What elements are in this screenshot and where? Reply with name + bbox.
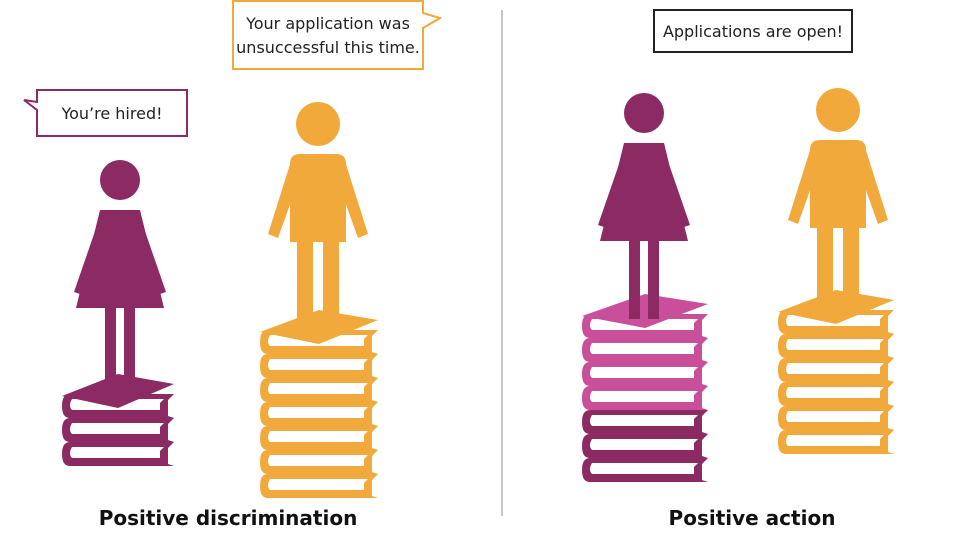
man-figure — [788, 88, 888, 310]
book-pages — [786, 387, 884, 398]
book-pages — [786, 339, 884, 350]
book-pages — [590, 367, 698, 378]
man-figure — [268, 102, 368, 324]
book-pages — [786, 363, 884, 374]
book-pages — [590, 343, 698, 354]
panel-caption: Positive discrimination — [99, 506, 358, 530]
book-pages — [590, 415, 698, 426]
book-stacks — [62, 290, 894, 498]
book-pages — [268, 479, 368, 490]
book-pages — [268, 455, 368, 466]
book-pages — [268, 431, 368, 442]
bubble-text: Applications are open! — [663, 22, 843, 41]
book-cover — [582, 294, 708, 328]
book-pages — [268, 407, 368, 418]
book-pages — [70, 447, 164, 458]
book-pages — [590, 463, 698, 474]
book-pages — [268, 383, 368, 394]
book-cover — [778, 290, 894, 324]
bubble-text: unsuccessful this time. — [236, 38, 420, 57]
book-pages — [70, 423, 164, 434]
book-pages — [786, 411, 884, 422]
speech-bubble: You’re hired! — [23, 89, 188, 137]
woman-figure — [74, 160, 166, 386]
book-cover — [62, 374, 174, 408]
notice-box: Applications are open! — [653, 9, 853, 53]
bubble-text: Your application was — [245, 14, 410, 33]
book-pages — [786, 435, 884, 446]
woman-figure — [598, 93, 690, 319]
book-pages — [590, 439, 698, 450]
book-cover — [260, 310, 378, 344]
book-pages — [590, 391, 698, 402]
speech-bubble: Your application was unsuccessful this t… — [232, 0, 443, 70]
book-pages — [268, 359, 368, 370]
panel-caption: Positive action — [669, 506, 836, 530]
bubble-text: You’re hired! — [60, 104, 162, 123]
